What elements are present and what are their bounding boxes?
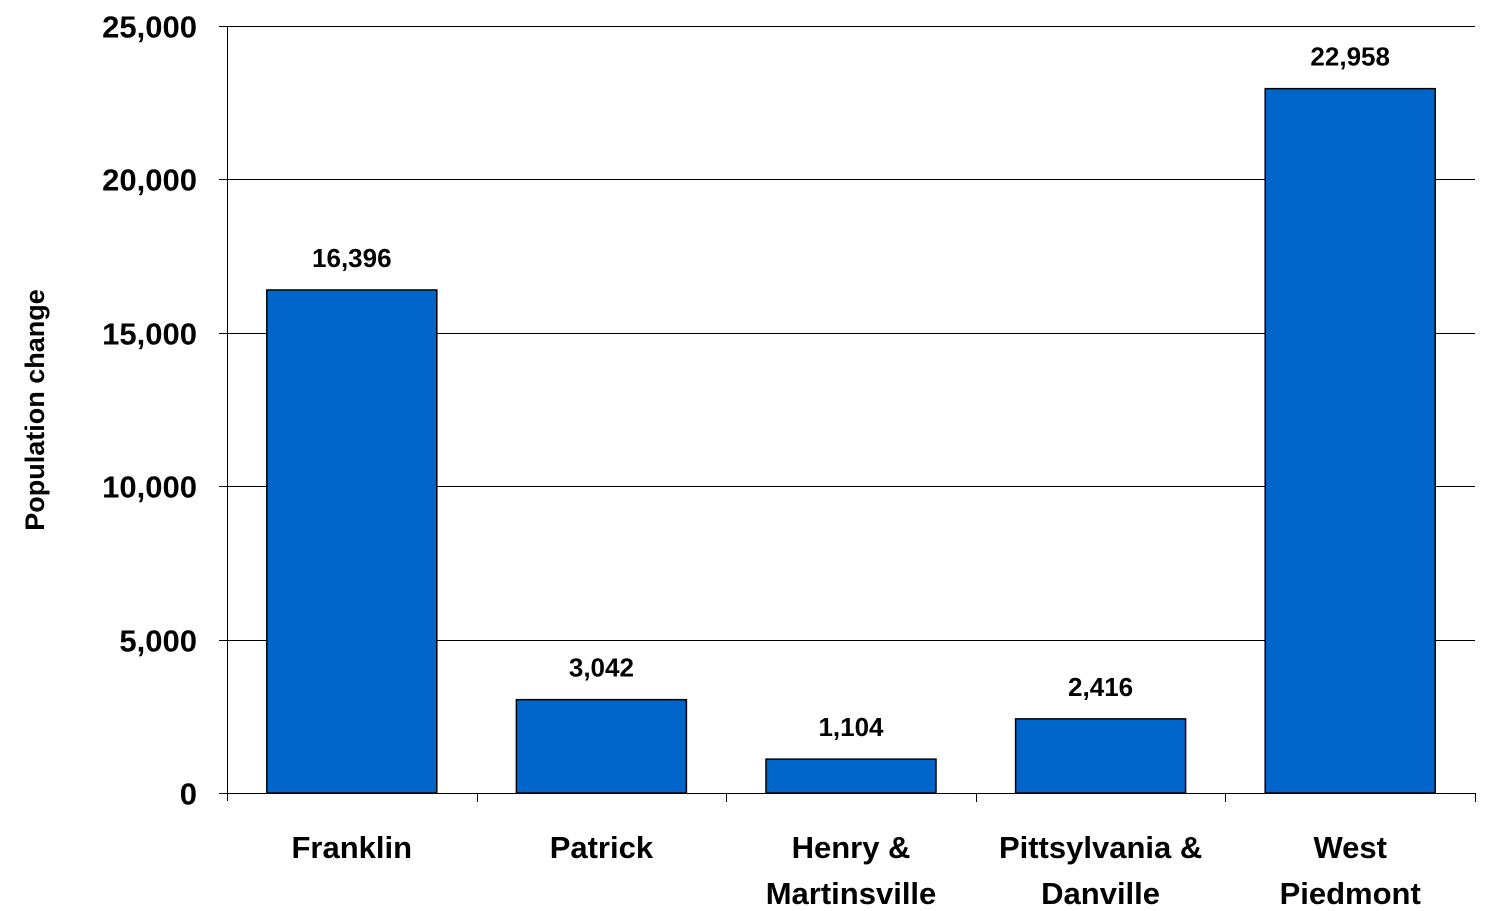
y-axis-title: Population change [20, 289, 50, 531]
x-tick-label: Henry & [792, 830, 911, 865]
x-tick-label: Piedmont [1280, 876, 1421, 911]
x-tick-label: West [1313, 830, 1387, 865]
y-tick-label: 15,000 [102, 317, 197, 352]
bar [266, 289, 438, 794]
data-label: 16,396 [312, 243, 392, 273]
data-label: 3,042 [569, 653, 634, 683]
data-label: 1,104 [818, 712, 884, 742]
axes [219, 26, 1476, 802]
bar [765, 758, 937, 794]
data-label: 2,416 [1068, 672, 1133, 702]
x-tick-label: Patrick [550, 830, 654, 865]
bar [1264, 87, 1436, 794]
y-tick-label: 10,000 [102, 470, 197, 505]
bar [1014, 718, 1187, 794]
x-tick-label: Pittsylvania & [999, 830, 1202, 865]
x-tick-labels: Franklin Patrick Henry & Martinsville Pittsy… [292, 830, 1421, 911]
x-tick-label: Franklin [292, 830, 413, 865]
data-label: 22,958 [1310, 42, 1390, 72]
bar [515, 698, 688, 794]
data-labels: 16,396 3,042 1,104 2,416 22,958 [312, 42, 1390, 742]
x-tick-label: Danville [1041, 876, 1160, 911]
bars [266, 87, 1436, 794]
y-tick-label: 0 [180, 777, 197, 812]
y-tick-labels: 0 5,000 10,000 15,000 20,000 25,000 [102, 10, 197, 812]
y-tick-label: 5,000 [119, 624, 197, 659]
y-tick-label: 20,000 [102, 163, 197, 198]
x-tick-label: Martinsville [766, 876, 937, 911]
y-tick-label: 25,000 [102, 10, 197, 45]
